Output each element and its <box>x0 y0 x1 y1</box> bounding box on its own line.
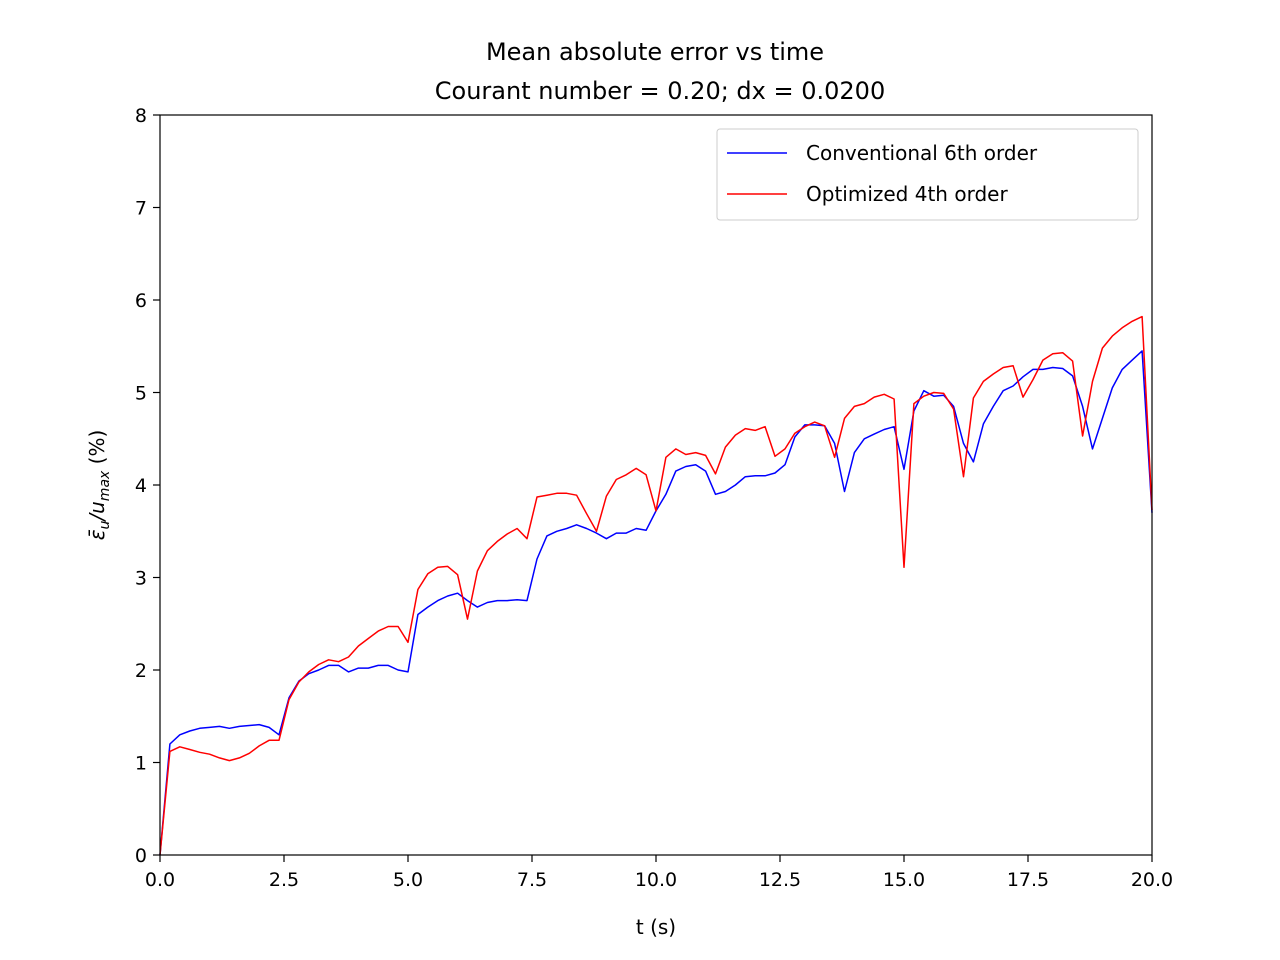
y-tick-label: 5 <box>135 383 147 405</box>
x-tick-label: 17.5 <box>1007 869 1049 891</box>
y-label-slash-u: /u <box>85 501 109 522</box>
x-tick-label: 5.0 <box>393 869 423 891</box>
y-axis-label: ε̄u/umax (%) <box>85 430 113 541</box>
x-tick-label: 12.5 <box>759 869 801 891</box>
chart-title: Mean absolute error vs time <box>486 38 824 66</box>
legend-label-conventional: Conventional 6th order <box>806 141 1038 165</box>
legend-label-optimized: Optimized 4th order <box>806 182 1008 206</box>
y-tick-label: 3 <box>135 568 147 590</box>
legend: Conventional 6th order Optimized 4th ord… <box>716 128 1139 221</box>
x-tick-label: 7.5 <box>517 869 547 891</box>
y-label-symbol: ε̄ <box>85 529 109 540</box>
y-axis-ticks: 0 1 2 3 4 5 6 7 8 <box>135 105 160 867</box>
x-tick-label: 2.5 <box>269 869 299 891</box>
legend-box <box>716 128 1139 221</box>
y-tick-label: 0 <box>135 845 147 867</box>
series-layer <box>159 315 1153 856</box>
y-tick-label: 2 <box>135 660 147 682</box>
x-tick-label: 10.0 <box>635 869 677 891</box>
y-tick-label: 4 <box>135 475 147 497</box>
chart-subtitle: Courant number = 0.20; dx = 0.0200 <box>435 77 885 105</box>
y-tick-label: 8 <box>135 105 147 127</box>
series-line-optimized-4th-order <box>159 315 1153 856</box>
plot-frame <box>159 114 1153 856</box>
y-label-sub-max: max <box>97 470 113 501</box>
y-label-unit: (%) <box>85 430 109 471</box>
x-tick-label: 15.0 <box>883 869 925 891</box>
y-tick-label: 6 <box>135 290 147 312</box>
y-label-sub-u: u <box>97 520 113 529</box>
x-axis-label: t (s) <box>636 915 676 939</box>
x-tick-label: 20.0 <box>1131 869 1173 891</box>
y-tick-label: 7 <box>135 198 147 220</box>
x-axis-ticks: 0.0 2.5 5.0 7.5 10.0 12.5 15.0 17.5 20.0 <box>145 855 1173 891</box>
plot-area <box>160 115 1152 855</box>
x-tick-label: 0.0 <box>145 869 175 891</box>
y-tick-label: 1 <box>135 753 147 775</box>
